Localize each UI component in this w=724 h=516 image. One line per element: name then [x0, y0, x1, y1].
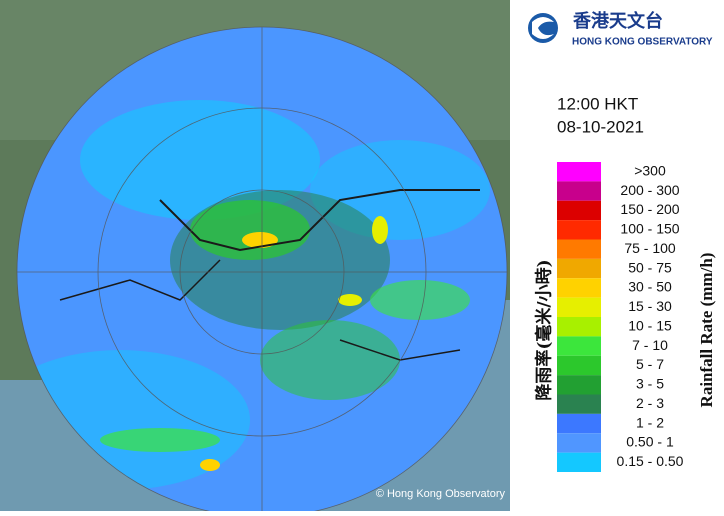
legend-label: 15 - 30 [628, 298, 672, 314]
time: 12:00 HKT [557, 94, 638, 113]
legend-title-english: Rainfall Rate (mm/h) [697, 253, 716, 408]
org-chinese: 香港天文台 [572, 10, 663, 31]
legend-label: 1 - 2 [636, 414, 664, 430]
legend-label: 200 - 300 [620, 182, 679, 198]
legend-label: 50 - 75 [628, 259, 672, 275]
map: © Hong Kong Observatory [0, 0, 510, 511]
legend-label: 2 - 3 [636, 395, 664, 411]
legend-swatch [557, 317, 601, 337]
legend-swatch [557, 220, 601, 240]
legend-title-chinese: 降雨率(毫米/小時) [534, 259, 555, 400]
legend-swatch [557, 336, 601, 356]
date: 08-10-2021 [557, 117, 644, 136]
legend-label: 5 - 7 [636, 356, 664, 372]
legend-swatch [557, 375, 601, 395]
legend-label: 150 - 200 [620, 201, 679, 217]
legend-swatch [557, 355, 601, 376]
legend-label: 30 - 50 [628, 279, 672, 295]
legend-label: 100 - 150 [620, 221, 679, 237]
legend-swatch [557, 181, 601, 201]
legend-label: 0.15 - 0.50 [617, 453, 684, 469]
legend-swatch [557, 413, 601, 434]
legend-swatch [557, 394, 601, 414]
copyright: © Hong Kong Observatory [376, 488, 506, 500]
logo [528, 13, 558, 43]
legend-swatch [557, 278, 601, 298]
range-rings [16, 26, 508, 511]
legend: >300 200 - 300 150 - 200 100 - 150 75 - 100 5… [557, 162, 684, 472]
legend-swatch [557, 258, 601, 279]
legend-label: 3 - 5 [636, 376, 664, 392]
legend-label: >300 [634, 162, 666, 178]
legend-swatch [557, 452, 601, 472]
legend-label: 7 - 10 [632, 337, 668, 353]
legend-swatch [557, 297, 601, 317]
legend-label: 0.50 - 1 [626, 434, 674, 450]
org-english: HONG KONG OBSERVATORY [572, 37, 713, 48]
legend-swatch [557, 433, 601, 453]
legend-swatch [557, 200, 601, 221]
legend-label: 75 - 100 [624, 240, 676, 256]
legend-label: 10 - 15 [628, 317, 672, 333]
legend-swatch [557, 239, 601, 259]
legend-swatch [557, 162, 601, 182]
